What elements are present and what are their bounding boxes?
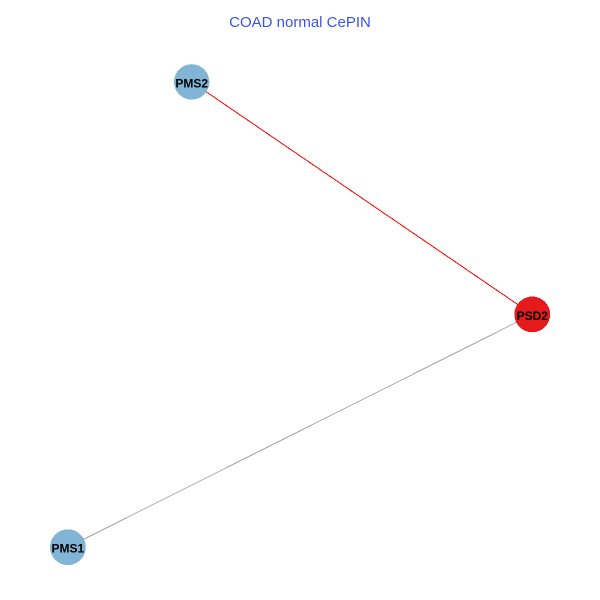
svg-text:PMS1: PMS1 xyxy=(52,542,85,556)
svg-text:PSD2: PSD2 xyxy=(517,309,549,323)
svg-text:PMS2: PMS2 xyxy=(175,77,208,91)
